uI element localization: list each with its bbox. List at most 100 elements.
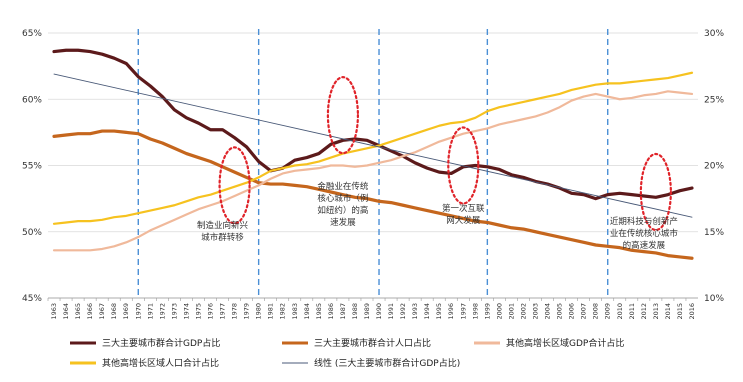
x-tick-label: 1994 [423,303,431,320]
annotation-line: 的高速发展 [623,240,666,251]
x-tick-label: 1979 [243,303,251,320]
series-line [52,90,694,252]
y-right-tick-label: 20% [704,162,724,172]
x-tick-label: 1990 [375,303,383,320]
series-layer [52,48,694,260]
series-line [53,73,693,218]
legend-label: 三大主要城市群合计GDP占比 [102,337,220,349]
legend-label: 线性 (三大主要城市群合计GDP占比) [314,357,460,369]
annotation-line: 核心城市（例 [317,193,368,204]
x-tick-label: 2012 [640,303,648,320]
annotation-text: 近期科技与创新产业在传统核心城市的高速发展 [610,216,679,251]
x-tick-label: 1963 [50,303,58,320]
x-tick-label: 1992 [399,303,407,320]
x-tick-label: 1987 [339,303,347,320]
y-right-tick-label: 25% [704,95,724,105]
annotation-line: 速发展 [330,217,356,228]
x-tick-label: 2014 [664,303,672,320]
annotation-line: 近期科技与创新产 [610,216,678,227]
legend-label: 其他高增长区域GDP合计占比 [506,337,624,349]
annotation-line: 第一次互联 [442,203,485,214]
y-left-tick-label: 45% [22,294,42,304]
x-tick-label: 2003 [532,303,540,320]
annotation-text: 制造业向新兴城市群转移 [197,220,249,243]
x-tick-label: 1976 [207,303,215,320]
y-right-tick-label: 30% [704,29,724,39]
y-left-tick-label: 60% [22,95,42,105]
x-tick-label: 1966 [86,303,94,320]
highlight-ellipse [447,126,480,205]
x-tick-label: 1967 [98,303,106,320]
annotation-line: 金融业在传统 [317,181,369,192]
x-tick-label: 1991 [387,303,395,320]
x-tick-label: 1985 [315,303,323,320]
x-tick-label: 1978 [231,303,239,320]
x-tick-label: 1974 [182,303,190,320]
annotation-line: 如纽约）的高 [317,205,368,216]
x-tick-label: 2001 [507,303,515,320]
highlight-ellipse [326,76,360,155]
grid-layer [48,32,698,299]
y-right-tick-label: 15% [704,228,724,238]
x-tick-label: 1981 [267,303,275,320]
x-tick-label: 1972 [158,303,166,320]
x-tick-label: 2013 [652,303,660,320]
series-line [52,71,694,225]
x-tick-label: 1996 [447,303,455,320]
y-right-tick-label: 10% [704,294,724,304]
x-tick-label: 2015 [676,303,684,320]
x-tick-label: 1965 [74,303,82,320]
x-tick-label: 2004 [544,303,552,320]
x-tick-label: 2005 [556,303,564,320]
annotation-line: 业在传统核心城市 [610,228,679,239]
x-tick-label: 2007 [580,303,588,320]
x-tick-label: 2011 [628,303,636,320]
highlight-ellipses [218,76,672,232]
x-tick-label: 1999 [483,303,491,320]
x-tick-label: 1984 [303,303,311,320]
x-tick-label: 1977 [219,303,227,320]
x-tick-label: 1988 [351,303,359,320]
highlight-ellipse [218,146,251,225]
x-tick-label: 2008 [592,303,600,320]
x-tick-label: 2009 [604,303,612,320]
series-line [52,129,694,260]
y-left-tick-label: 65% [22,29,42,39]
x-tick-label: 2016 [688,303,696,320]
x-tick-label: 1986 [327,303,335,320]
x-tick-label: 1995 [435,303,443,320]
x-tick-label: 1997 [459,303,467,320]
x-tick-label: 1971 [146,303,154,320]
x-tick-label: 1969 [122,303,130,320]
annotation-layer: 制造业向新兴城市群转移 金融业在传统核心城市（例如纽约）的高速发展 第一次互联网大发… [197,181,678,251]
legend-label: 其他高增长区域人口合计占比 [102,357,219,369]
x-tick-label: 1989 [363,303,371,320]
series-line [52,48,694,201]
axis-layer: 45% 10% 50% 15% 55% 20% 60% 25% 65% 30% 1963 1964 19… [22,29,724,320]
highlight-ellipse [639,152,672,232]
x-tick-label: 1973 [170,303,178,320]
annotation-text: 第一次互联网大发展 [442,203,485,226]
legend: 三大主要城市群合计GDP占比 三大主要城市群合计人口占比 其他高增长区域GDP合计占… [70,337,624,369]
annotation-line: 制造业向新兴 [197,220,249,231]
y-left-tick-label: 50% [22,228,42,238]
x-tick-label: 1968 [110,303,118,320]
x-tick-label: 1980 [255,303,263,320]
x-tick-label: 2000 [495,303,503,320]
annotation-text: 金融业在传统核心城市（例如纽约）的高速发展 [317,181,369,228]
x-tick-label: 2010 [616,303,624,320]
x-tick-label: 1964 [62,303,70,320]
x-tick-label: 1998 [471,303,479,320]
annotation-line: 网大发展 [446,215,481,226]
x-tick-label: 1975 [194,303,202,320]
x-tick-label: 1970 [134,303,142,320]
x-tick-label: 1993 [411,303,419,320]
x-tick-label: 2002 [519,303,527,320]
x-tick-label: 1982 [279,303,287,320]
x-tick-label: 2006 [568,303,576,320]
legend-label: 三大主要城市群合计人口占比 [314,337,431,349]
annotation-line: 城市群转移 [201,232,244,243]
x-tick-label: 1983 [291,303,299,320]
